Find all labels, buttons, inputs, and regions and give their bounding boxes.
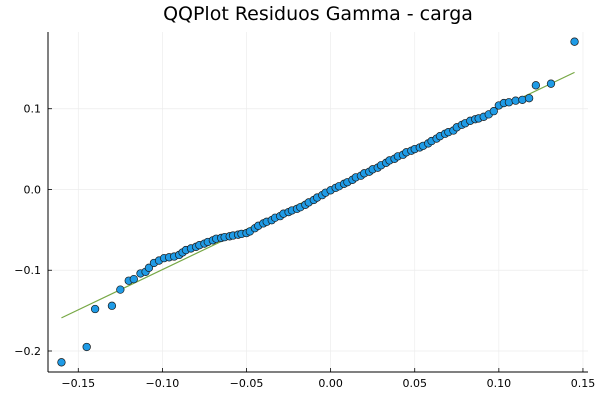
x-tick-label: 0.00	[318, 377, 343, 390]
y-tick-label: −0.1	[14, 264, 41, 277]
chart-title: QQPlot Residuos Gamma - carga	[163, 3, 473, 25]
data-point	[116, 285, 125, 294]
data-point	[570, 37, 579, 46]
x-tick-label: −0.15	[61, 377, 95, 390]
x-tick-label: 0.15	[571, 377, 596, 390]
data-point	[82, 342, 91, 352]
x-tick-label: 0.05	[402, 377, 427, 390]
data-point	[90, 304, 100, 314]
data-point	[546, 79, 556, 88]
data-point	[504, 98, 514, 107]
data-points	[57, 37, 579, 367]
y-tick-label: −0.2	[14, 345, 41, 358]
x-tick-label: 0.10	[487, 377, 512, 390]
data-point	[531, 81, 541, 90]
data-point	[489, 106, 498, 116]
y-tick-label: 0.1	[24, 103, 42, 116]
axes	[47, 32, 588, 373]
y-tick-label: 0.0	[24, 183, 42, 196]
grid	[48, 32, 588, 372]
data-point	[144, 263, 154, 272]
data-point	[57, 358, 66, 367]
data-point	[107, 301, 117, 310]
x-tick-label: −0.05	[230, 377, 264, 390]
x-tick-label: −0.10	[146, 377, 180, 390]
data-point	[518, 95, 527, 104]
data-point	[524, 94, 534, 103]
tick-labels: −0.15 −0.10 −0.05 0.00 0.05 0.10 0.15 −0.2 −0.1 0…	[14, 103, 595, 390]
data-point	[129, 274, 138, 284]
